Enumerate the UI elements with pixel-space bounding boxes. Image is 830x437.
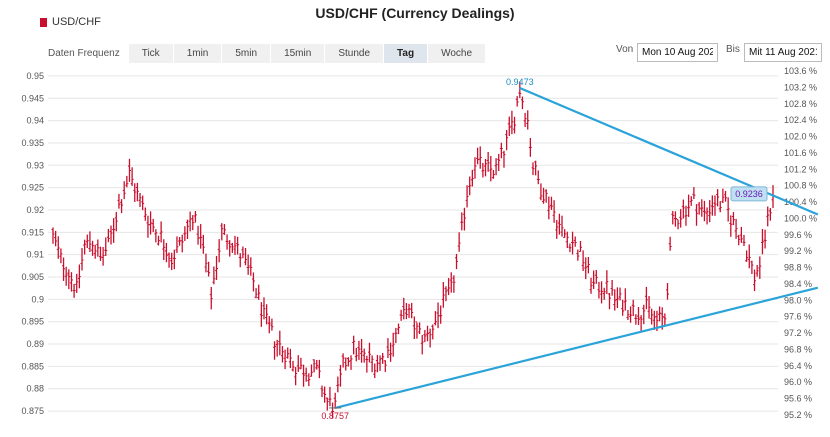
from-date-input[interactable]: [637, 43, 718, 62]
right-tick-label: 101.6 %: [784, 148, 817, 158]
y-tick-label: 0.95: [26, 71, 44, 81]
y-tick-label: 0.92: [26, 205, 44, 215]
high-annotation: 0.9473: [506, 77, 534, 87]
right-tick-label: 98.0 %: [784, 295, 812, 305]
trendline: [334, 286, 819, 410]
y-tick-label: 0.89: [26, 339, 44, 349]
right-tick-label: 102.0 %: [784, 132, 817, 142]
right-tick-label: 98.4 %: [784, 279, 812, 289]
right-tick-label: 102.8 %: [784, 99, 817, 109]
right-tick-label: 99.2 %: [784, 246, 812, 256]
freq-button-tag[interactable]: Tag: [383, 44, 428, 63]
y-tick-label: 0.875: [21, 406, 44, 416]
y-tick-label: 0.945: [21, 93, 44, 103]
right-tick-label: 103.6 %: [784, 66, 817, 76]
frequency-label: Daten Frequenz: [48, 48, 120, 59]
right-tick-label: 96.8 %: [784, 344, 812, 354]
right-tick-label: 101.2 %: [784, 164, 817, 174]
frequency-toolbar: Daten Frequenz Tick 1min 5min 15min Stun…: [48, 44, 486, 63]
y-tick-label: 0.9: [31, 294, 44, 304]
legend-swatch: [40, 17, 47, 27]
right-tick-label: 97.2 %: [784, 328, 812, 338]
y-tick-label: 0.895: [21, 317, 44, 327]
y-tick-label: 0.915: [21, 227, 44, 237]
chart-title: USD/CHF (Currency Dealings): [315, 5, 515, 21]
from-label: Von: [616, 44, 634, 55]
to-date-input[interactable]: [744, 43, 822, 62]
right-tick-label: 96.0 %: [784, 377, 812, 387]
freq-button-woche[interactable]: Woche: [427, 44, 486, 63]
freq-button-1min[interactable]: 1min: [172, 44, 222, 63]
last-value-label: 0.9236: [735, 189, 763, 199]
freq-button-5min[interactable]: 5min: [221, 44, 271, 63]
trendline: [519, 86, 819, 216]
right-tick-label: 100.0 %: [784, 213, 817, 223]
legend-label: USD/CHF: [52, 16, 101, 28]
y-tick-label: 0.93: [26, 160, 44, 170]
right-tick-label: 100.8 %: [784, 181, 817, 191]
right-tick-label: 99.6 %: [784, 230, 812, 240]
freq-button-15min[interactable]: 15min: [270, 44, 325, 63]
y-tick-label: 0.905: [21, 272, 44, 282]
right-tick-label: 103.2 %: [784, 82, 817, 92]
right-tick-label: 95.6 %: [784, 394, 812, 404]
right-tick-label: 100.4 %: [784, 197, 817, 207]
y-tick-label: 0.935: [21, 138, 44, 148]
y-tick-label: 0.925: [21, 183, 44, 193]
right-tick-label: 97.6 %: [784, 312, 812, 322]
right-tick-label: 102.4 %: [784, 115, 817, 125]
y-tick-label: 0.94: [26, 116, 44, 126]
y-tick-label: 0.91: [26, 250, 44, 260]
freq-button-stunde[interactable]: Stunde: [324, 44, 384, 63]
to-label: Bis: [726, 44, 740, 55]
last-value-box: [730, 186, 768, 202]
low-annotation: 0.8757: [321, 411, 349, 421]
right-tick-label: 96.4 %: [784, 361, 812, 371]
y-tick-label: 0.88: [26, 384, 44, 394]
right-tick-label: 98.8 %: [784, 263, 812, 273]
right-tick-label: 95.2 %: [784, 410, 812, 420]
freq-button-tick[interactable]: Tick: [127, 44, 173, 63]
legend: USD/CHF: [40, 16, 101, 28]
y-tick-label: 0.885: [21, 361, 44, 371]
